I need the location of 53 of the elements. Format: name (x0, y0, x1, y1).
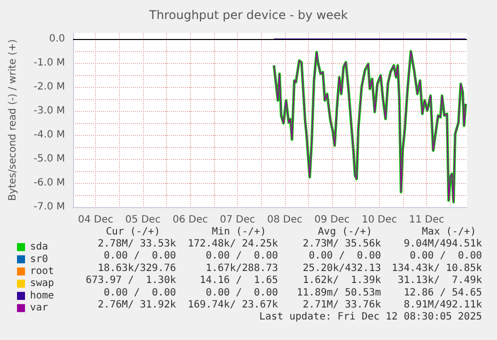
text: 9.04M/494.51k (404, 238, 482, 250)
legend-label: home (30, 290, 54, 302)
y-tick-label: -5.0 M (34, 154, 65, 164)
legend-label: root (30, 266, 54, 277)
x-tick-label: 07 Dec (220, 214, 256, 226)
y-axis-title: Bytes/second read (-) / write (+) (8, 39, 18, 201)
y-tick-label: -7.0 M (34, 202, 65, 212)
legend-label: swap (30, 278, 54, 290)
text: 25.20k/432.13 (302, 262, 381, 274)
text: 134.43k/ 10.85k (392, 262, 482, 274)
y-tick-label: -4.0 M (34, 130, 65, 140)
x-tick-label: 06 Dec (172, 214, 208, 226)
y-tick-label: -2.0 M (34, 82, 65, 92)
text: Avg (-/+) (318, 226, 372, 238)
text: 2.76M/ 31.92k (98, 300, 176, 310)
y-tick-label: 0.0 (49, 34, 65, 44)
text: 673.97 / 1.30k (86, 275, 176, 286)
text: Min (-/+) (212, 226, 266, 238)
x-tick-label: 11 Dec (408, 214, 444, 226)
text: 0.00 / 0.00 (104, 250, 176, 262)
text: 0.00 / 0.00 (410, 250, 482, 262)
text: 0.00 / 0.00 (308, 250, 381, 262)
x-tick-label: 08 Dec (267, 214, 302, 226)
text: 2.73M/ 35.56k (302, 238, 381, 250)
text: 11.89m/ 50.53m (296, 287, 381, 298)
text: 0.00 / 0.00 (206, 250, 278, 262)
text: 0.00 / 0.00 (206, 287, 278, 298)
x-tick-label: 04 Dec (78, 214, 114, 226)
legend-label: sr0 (30, 254, 48, 265)
text: 8.91M/492.11k (404, 300, 482, 310)
x-tick-label: 05 Dec (125, 214, 161, 226)
text: 2.78M/ 33.53k (98, 238, 176, 250)
x-tick-label: 09 Dec (314, 214, 350, 226)
text: 2.71M/ 33.76k (302, 300, 381, 310)
y-tick-label: -6.0 M (34, 178, 65, 188)
legend-label: sda (30, 242, 48, 253)
text: Last update: Fri Dec 12 08:30:05 2025 (259, 312, 482, 322)
x-tick-label: 10 Dec (362, 214, 397, 226)
legend-label: var (30, 302, 48, 314)
text: 169.74k/ 23.67k (188, 300, 278, 310)
text: 31.13k/ 7.49k (398, 275, 482, 286)
text: 0.00 / 0.00 (104, 287, 176, 298)
text: 1.67k/288.73 (206, 262, 278, 274)
text: Cur (-/+) (106, 226, 160, 238)
text: Max (-/+) (422, 226, 476, 238)
chart-title: Throughput per device - by week (148, 8, 348, 22)
y-tick-label: -3.0 M (34, 106, 65, 116)
text: 18.63k/329.76 (98, 262, 176, 274)
text: 1.62k/ 1.39k (302, 275, 381, 286)
y-tick-label: -1.0 M (34, 58, 65, 68)
text: 14.16 / 1.65 (200, 275, 278, 286)
text: 12.86 / 54.65 (404, 287, 482, 298)
text: 172.48k/ 24.25k (188, 238, 278, 250)
